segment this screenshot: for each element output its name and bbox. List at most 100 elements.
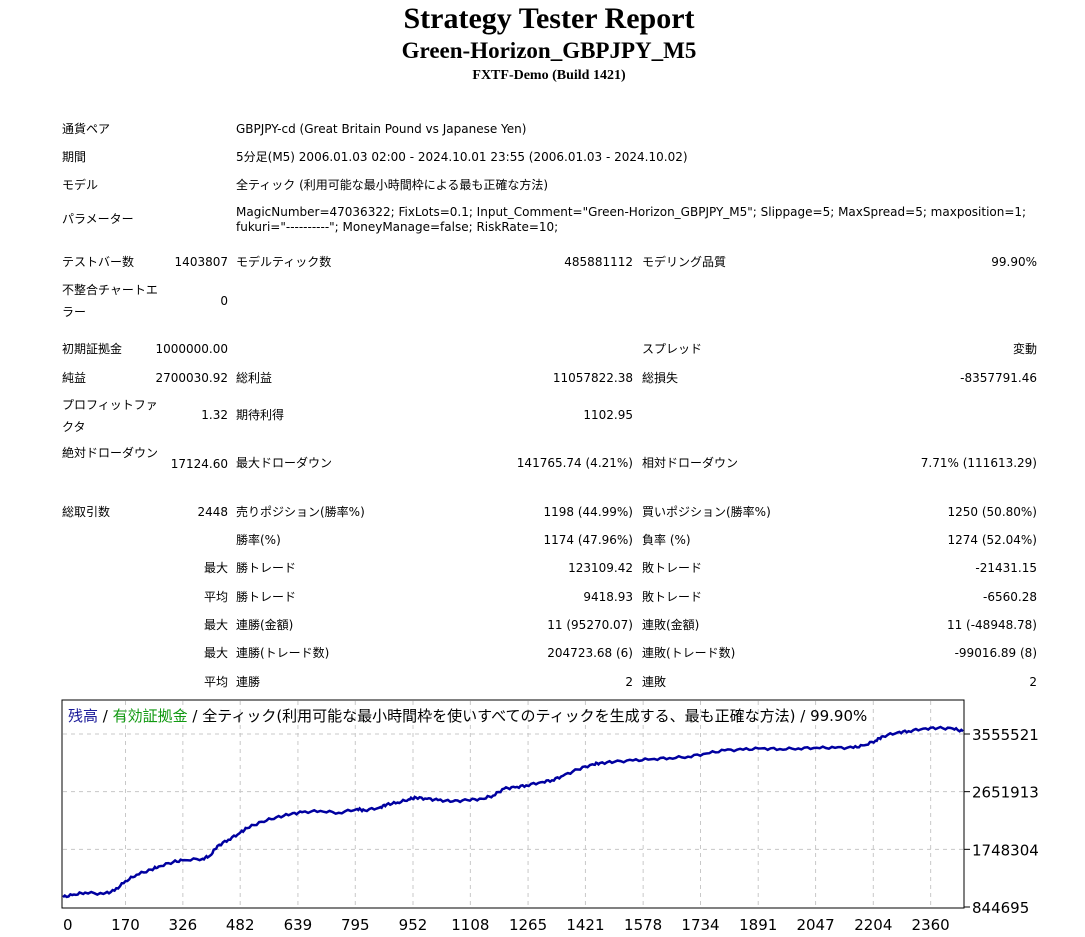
loss-rate-value: 1274 (52.04%) xyxy=(947,533,1037,547)
mismatch-label: 不整合チャートエラー xyxy=(62,283,158,319)
quality-label: モデリング品質 xyxy=(642,255,727,269)
x-tick-label: 795 xyxy=(341,916,370,934)
chart-title-balance: 残高 xyxy=(68,707,98,725)
x-tick-label: 170 xyxy=(111,916,140,934)
max-consec-losses-value: 11 (-48948.78) xyxy=(946,618,1037,632)
largest-loss-label: 敗トレード xyxy=(642,561,703,575)
quality-value: 99.90% xyxy=(991,255,1037,269)
max-consec-label: 最大 xyxy=(203,618,228,632)
ticks-label: モデルティック数 xyxy=(236,255,332,269)
largest-loss-value: -21431.15 xyxy=(975,561,1037,575)
profit-factor-label: プロフィットファクタ xyxy=(62,398,158,434)
x-tick-label: 2047 xyxy=(796,916,834,934)
win-rate-value: 1174 (47.96%) xyxy=(543,533,633,547)
bars-label: テストバー数 xyxy=(62,255,135,269)
x-tick-label: 2204 xyxy=(854,916,892,934)
period-label: 期間 xyxy=(62,150,87,164)
x-tick-label: 1108 xyxy=(451,916,489,934)
params-label: パラメーター xyxy=(62,212,134,226)
x-tick-label: 0 xyxy=(63,916,73,934)
symbol-label: 通貨ペア xyxy=(62,122,111,136)
x-tick-label: 2360 xyxy=(912,916,950,934)
average-loss-label: 敗トレード xyxy=(642,590,703,604)
gross-loss-label: 総損失 xyxy=(642,371,679,385)
max-consec-losses-label: 連敗(金額) xyxy=(642,618,700,632)
max-consec-loss-amount-label: 連敗(トレード数) xyxy=(642,646,736,660)
symbol-value: GBPJPY-cd (Great Britain Pound vs Japane… xyxy=(236,122,527,136)
gross-profit-value: 11057822.38 xyxy=(552,371,633,385)
report-title: Strategy Tester Report xyxy=(403,2,695,35)
x-tick-label: 482 xyxy=(226,916,255,934)
x-tick-label: 639 xyxy=(284,916,313,934)
chart-title-equity: 有効証拠金 xyxy=(113,707,188,725)
net-profit-label: 純益 xyxy=(62,371,87,385)
relative-drawdown-label: 相対ドローダウン xyxy=(642,456,739,470)
net-profit-value: 2700030.92 xyxy=(155,371,228,385)
period-value: 5分足(M5) 2006.01.03 02:00 - 2024.10.01 23… xyxy=(236,150,688,164)
params-value-line1: MagicNumber=47036322; FixLots=0.1; Input… xyxy=(236,205,1027,219)
chart-title-sep: / xyxy=(98,707,113,725)
x-tick-label: 1734 xyxy=(681,916,719,934)
avg-consec-wins-value: 2 xyxy=(625,675,633,689)
gross-loss-value: -8357791.46 xyxy=(960,371,1037,385)
ea-name: Green-Horizon_GBPJPY_M5 xyxy=(401,38,697,63)
max-consec-profit-label: 連勝(トレード数) xyxy=(236,646,330,660)
y-tick-label: 844695 xyxy=(972,899,1029,917)
avg-consec-wins-label: 連勝 xyxy=(236,675,261,689)
relative-drawdown-value: 7.71% (111613.29) xyxy=(920,456,1037,470)
avg-consec-losses-value: 2 xyxy=(1029,675,1037,689)
profit-factor-value: 1.32 xyxy=(201,408,228,422)
average-consec-label: 平均 xyxy=(203,675,228,689)
average-win-value: 9418.93 xyxy=(583,590,633,604)
average-loss-value: -6560.28 xyxy=(983,590,1037,604)
short-positions-label: 売りポジション(勝率%) xyxy=(236,505,365,519)
y-axis-labels: 3555521 2651913 1748304 844695 xyxy=(964,726,1039,917)
average-label: 平均 xyxy=(203,590,228,604)
chart-title: 残高 / 有効証拠金 / 全ティック(利用可能な最小時間枠を使いすべてのティック… xyxy=(68,707,867,725)
mismatch-value: 0 xyxy=(220,294,228,308)
win-rate-label: 勝率(%) xyxy=(236,533,281,547)
x-tick-label: 1578 xyxy=(624,916,662,934)
avg-consec-losses-label: 連敗 xyxy=(642,675,667,689)
absolute-drawdown-value: 17124.60 xyxy=(170,457,228,471)
server-build: FXTF-Demo (Build 1421) xyxy=(472,68,626,83)
max-drawdown-value: 141765.74 (4.21%) xyxy=(516,456,633,470)
x-tick-label: 326 xyxy=(169,916,198,934)
max-consec-loss-amount-value: -99016.89 (8) xyxy=(954,646,1037,660)
chart-grid xyxy=(63,701,963,907)
largest-win-label: 勝トレード xyxy=(236,561,297,575)
max-consec-wins-value: 11 (95270.07) xyxy=(547,618,633,632)
y-tick-label: 2651913 xyxy=(972,784,1039,802)
expected-payoff-label: 期待利得 xyxy=(236,408,285,422)
x-tick-label: 1891 xyxy=(739,916,777,934)
spread-value: 変動 xyxy=(1012,342,1037,356)
max-consec-profit-value: 204723.68 (6) xyxy=(547,646,633,660)
x-tick-label: 952 xyxy=(399,916,428,934)
max-drawdown-label: 最大ドローダウン xyxy=(236,456,333,470)
bars-value: 1403807 xyxy=(174,255,228,269)
total-trades-value: 2448 xyxy=(197,505,228,519)
chart-plot-area xyxy=(61,699,965,909)
average-win-label: 勝トレード xyxy=(236,590,297,604)
deposit-value: 1000000.00 xyxy=(155,342,228,356)
y-tick-label: 3555521 xyxy=(972,726,1039,744)
model-label: モデル xyxy=(62,178,99,192)
ticks-value: 485881112 xyxy=(564,255,633,269)
spread-label: スプレッド xyxy=(642,342,703,356)
max-consec-wins-label: 連勝(金額) xyxy=(236,618,294,632)
x-tick-label: 1421 xyxy=(566,916,604,934)
total-trades-label: 総取引数 xyxy=(62,505,111,519)
chart-title-rest: / 全ティック(利用可能な最小時間枠を使いすべてのティックを生成する、最も正確な… xyxy=(188,707,868,725)
expected-payoff-value: 1102.95 xyxy=(583,408,633,422)
gross-profit-label: 総利益 xyxy=(236,371,273,385)
deposit-label: 初期証拠金 xyxy=(62,342,123,356)
x-axis-labels: 0 170 326 482 639 795 952 1108 1265 1421 1578 1734 1… xyxy=(63,916,950,934)
absolute-drawdown-label: 絶対ドローダウン xyxy=(62,446,159,460)
params-value-line2: fukuri="----------"; MoneyManage=false; … xyxy=(236,220,559,234)
model-value: 全ティック (利用可能な最小時間枠による最も正確な方法) xyxy=(236,178,549,192)
largest-label: 最大 xyxy=(203,561,228,575)
long-positions-value: 1250 (50.80%) xyxy=(947,505,1037,519)
y-tick-label: 1748304 xyxy=(972,841,1039,859)
max-consec-amount-label: 最大 xyxy=(203,646,228,660)
x-tick-label: 1265 xyxy=(509,916,547,934)
